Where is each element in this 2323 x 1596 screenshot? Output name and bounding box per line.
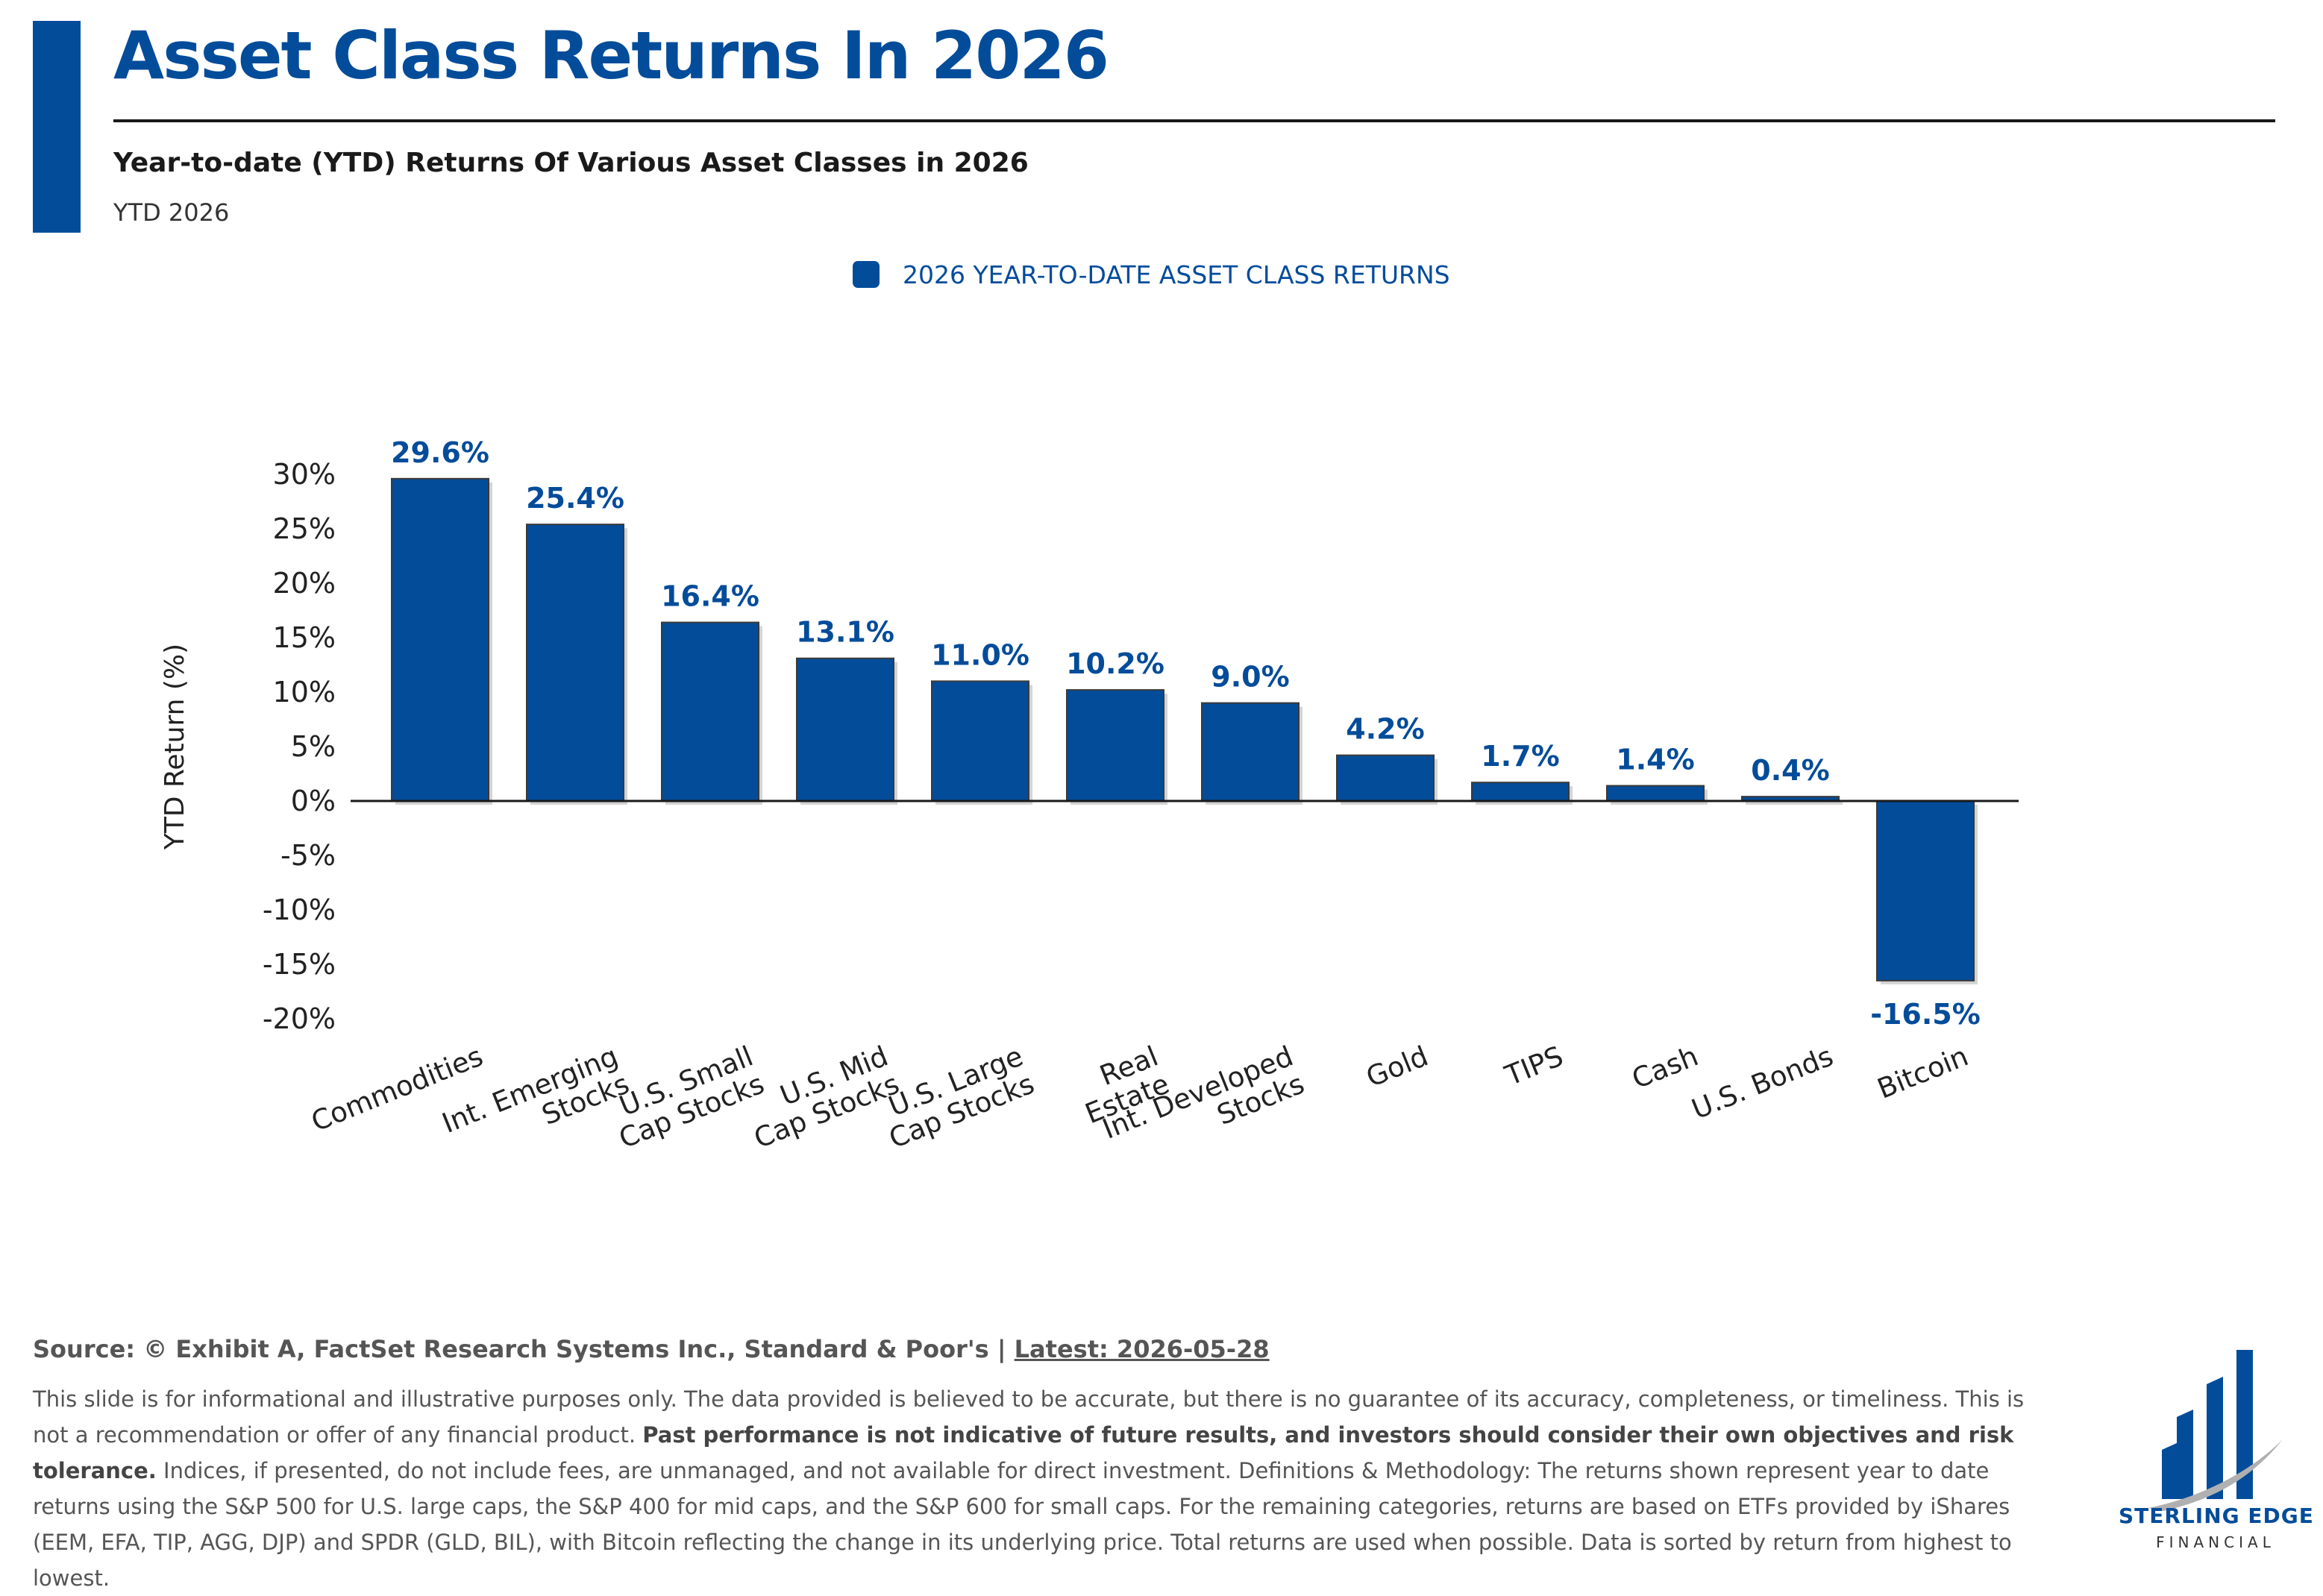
chart-subtitle: Year-to-date (YTD) Returns Of Various As… bbox=[113, 148, 1029, 178]
data-label: 10.2% bbox=[1066, 647, 1164, 680]
latest-date-link[interactable]: Latest: 2026-05-28 bbox=[1014, 1335, 1270, 1363]
y-tick-label: -10% bbox=[263, 893, 336, 926]
period-label: YTD 2026 bbox=[113, 198, 230, 227]
x-tick-label: U.S. SmallCap Stocks bbox=[604, 1040, 769, 1154]
bar bbox=[1471, 782, 1570, 802]
bar bbox=[931, 680, 1029, 802]
data-label: 25.4% bbox=[526, 482, 624, 515]
logo-sub: FINANCIAL bbox=[2156, 1533, 2275, 1551]
data-label: 9.0% bbox=[1211, 661, 1289, 694]
legend-swatch bbox=[853, 261, 880, 288]
source-note: Source: © Exhibit A, FactSet Research Sy… bbox=[33, 1335, 1270, 1363]
bar bbox=[796, 657, 894, 802]
data-label: 0.4% bbox=[1751, 754, 1829, 787]
disclaimer-text-1: This slide is for informational and illu… bbox=[33, 1386, 2025, 1448]
bar bbox=[1336, 754, 1435, 802]
y-tick-label: 10% bbox=[273, 676, 336, 709]
y-tick-label: 30% bbox=[273, 458, 336, 491]
x-tick-label-line: U.S. Bonds bbox=[1687, 1040, 1838, 1125]
y-tick-label: 0% bbox=[291, 785, 336, 817]
x-tick-label: Gold bbox=[1361, 1040, 1432, 1093]
y-tick-label: 25% bbox=[273, 512, 336, 545]
x-tick-label: U.S. Bonds bbox=[1687, 1040, 1838, 1125]
y-tick-label: -15% bbox=[263, 948, 336, 981]
title-divider bbox=[113, 119, 2275, 122]
y-tick-label: 15% bbox=[273, 621, 336, 654]
y-tick-label: -5% bbox=[280, 839, 336, 872]
bar-chart-logo-icon bbox=[2148, 1350, 2283, 1511]
bar-chart: 2026 YEAR-TO-DATE ASSET CLASS RETURNS 30%… bbox=[160, 260, 2019, 1154]
bar bbox=[661, 621, 759, 802]
y-tick-label: 5% bbox=[291, 730, 336, 763]
logo-name: Sterling Edge bbox=[2119, 1504, 2314, 1528]
source-text: Source: © Exhibit A, FactSet Research Sy… bbox=[33, 1335, 1015, 1363]
data-label: 11.0% bbox=[931, 638, 1029, 671]
y-tick-label: 20% bbox=[273, 567, 336, 600]
disclaimer-bold: Past performance is not indicative of fu… bbox=[33, 1422, 2014, 1483]
data-label: 16.4% bbox=[661, 580, 759, 613]
data-label: 1.4% bbox=[1616, 744, 1694, 776]
legend-label: 2026 YEAR-TO-DATE ASSET CLASS RETURNS bbox=[903, 260, 1450, 289]
x-tick-label-line: Bitcoin bbox=[1873, 1040, 1973, 1105]
bar bbox=[1606, 785, 1705, 802]
x-tick-label-line: TIPS bbox=[1500, 1040, 1568, 1092]
y-tick-label: -20% bbox=[263, 1002, 336, 1035]
x-tick-label: U.S. LargeCap Stocks bbox=[874, 1040, 1039, 1154]
data-label: 29.6% bbox=[391, 436, 489, 469]
bar bbox=[1201, 702, 1300, 802]
bar-shadow bbox=[1746, 800, 1843, 805]
page-title: Asset Class Returns In 2026 bbox=[113, 17, 1109, 94]
disclaimer-text-2: Indices, if presented, do not include fe… bbox=[33, 1458, 2012, 1591]
data-label: 1.7% bbox=[1481, 740, 1559, 773]
x-tick-label: Bitcoin bbox=[1873, 1040, 1973, 1105]
data-label: 4.2% bbox=[1346, 713, 1424, 746]
bar bbox=[1066, 689, 1164, 802]
data-label: 13.1% bbox=[796, 616, 894, 649]
bar bbox=[526, 524, 624, 802]
bar bbox=[391, 477, 489, 802]
x-tick-label-line: Gold bbox=[1361, 1040, 1432, 1093]
disclaimer: This slide is for informational and illu… bbox=[33, 1381, 2047, 1596]
x-tick-label: Cash bbox=[1628, 1040, 1703, 1095]
data-label: -16.5% bbox=[1870, 998, 1981, 1031]
y-axis-label: YTD Return (%) bbox=[160, 644, 190, 850]
accent-bar bbox=[33, 21, 81, 233]
x-tick-label-line: Cash bbox=[1628, 1040, 1703, 1095]
x-tick-label: TIPS bbox=[1500, 1040, 1568, 1092]
bar bbox=[1876, 800, 1975, 981]
